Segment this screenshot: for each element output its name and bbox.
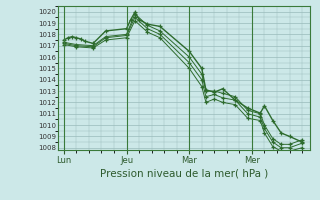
X-axis label: Pression niveau de la mer( hPa ): Pression niveau de la mer( hPa ): [100, 169, 268, 179]
